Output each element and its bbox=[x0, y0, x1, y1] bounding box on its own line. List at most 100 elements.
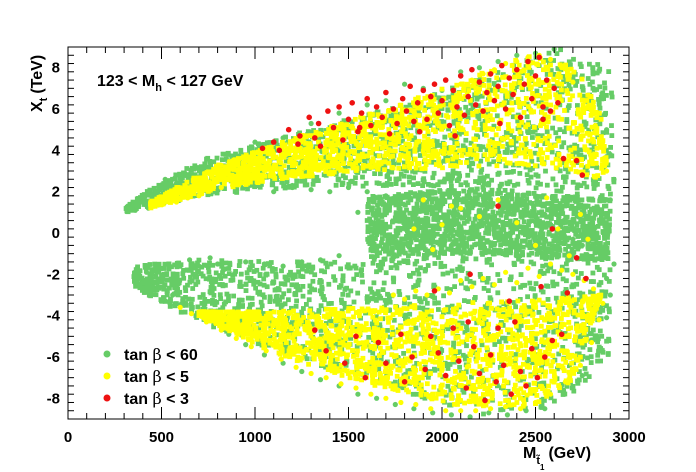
series-1-fill-point bbox=[587, 331, 593, 336]
series-1-fill-point bbox=[525, 212, 530, 218]
series-1-fill-point bbox=[226, 271, 232, 276]
series-1-fill-point bbox=[544, 72, 550, 77]
series-1-fill-point bbox=[523, 140, 529, 146]
series-1-fill-point bbox=[513, 352, 519, 357]
series-2-fill-point bbox=[293, 151, 298, 156]
series-1-fill-point bbox=[286, 164, 292, 170]
series-1-fill-point bbox=[227, 260, 233, 266]
series-1-fill-point bbox=[423, 105, 429, 111]
series-1-fill-point bbox=[286, 288, 292, 294]
series-2-fill-point bbox=[487, 96, 493, 102]
series-2-fill-point bbox=[517, 129, 523, 135]
series-2-fill-point bbox=[526, 65, 532, 70]
series-1-fill-point bbox=[462, 298, 467, 303]
series-1-fill-point bbox=[385, 291, 390, 297]
series-1-fill-point bbox=[443, 212, 449, 218]
series-1-fill-point bbox=[562, 218, 568, 223]
series-1-fill-point bbox=[518, 284, 523, 290]
series-1-fill-point bbox=[521, 228, 527, 234]
series-1-fill-point bbox=[436, 307, 441, 312]
series-1-fill-point bbox=[353, 175, 358, 180]
series-1-fill-point bbox=[362, 160, 368, 166]
series-1-fill-point bbox=[555, 90, 561, 95]
series-1-fill-point bbox=[439, 215, 444, 220]
series-1-fill-point bbox=[264, 284, 270, 290]
series-1-fill-point bbox=[515, 181, 521, 187]
series-1-fill-point bbox=[497, 278, 503, 283]
series-1-fill-point bbox=[451, 359, 457, 365]
series-1-fill-point bbox=[428, 182, 434, 188]
series-1-fill-point bbox=[472, 190, 478, 195]
series-1-fill-point bbox=[418, 233, 424, 239]
series-1-fill-point bbox=[465, 110, 471, 116]
series-1-fill-point bbox=[597, 250, 603, 255]
series-1-fill-point bbox=[539, 133, 545, 139]
series-1-fill-point bbox=[411, 343, 416, 349]
series-1-fill-point bbox=[606, 279, 612, 284]
series-1-fill-point bbox=[178, 177, 184, 183]
series-1-fill-point bbox=[528, 213, 534, 219]
series-1-fill-point bbox=[166, 266, 172, 272]
series-1-fill-point bbox=[286, 272, 292, 278]
series-2-fill-point bbox=[241, 161, 246, 167]
series-1-fill-point bbox=[484, 239, 490, 245]
series-1-fill-point bbox=[503, 163, 509, 169]
series-2-fill-point bbox=[540, 80, 546, 85]
series-1-fill-point bbox=[485, 201, 491, 207]
series-1-fill-point bbox=[600, 229, 606, 234]
series-1-fill-point bbox=[405, 228, 410, 234]
series-1-fill-point bbox=[468, 140, 474, 146]
series-1-fill-point bbox=[391, 317, 397, 323]
series-1-fill-point bbox=[200, 167, 206, 173]
series-2-fill-point bbox=[487, 138, 493, 144]
series-1-fill-point bbox=[517, 171, 523, 176]
series-1-fill-point bbox=[390, 275, 396, 281]
series-1-fill-point bbox=[434, 231, 440, 237]
series-1-fill-point bbox=[565, 228, 571, 234]
series-1-fill-point bbox=[387, 176, 392, 182]
series-1-fill-point bbox=[552, 115, 558, 121]
series-1-fill-point bbox=[215, 187, 221, 193]
series-1-fill-point bbox=[131, 274, 137, 279]
series-1-fill-point bbox=[189, 296, 195, 302]
series-1-fill-point bbox=[204, 156, 209, 162]
series-1-fill-point bbox=[198, 271, 204, 277]
series-1-fill-point bbox=[148, 289, 153, 294]
series-1-fill-point bbox=[211, 324, 216, 330]
series-1-fill-point bbox=[236, 263, 242, 268]
series-1-fill-point bbox=[460, 387, 466, 393]
series-1-fill-point bbox=[373, 215, 379, 221]
series-1-fill-point bbox=[319, 268, 324, 274]
series-1-fill-point bbox=[346, 181, 352, 187]
series-1-fill-point bbox=[587, 347, 593, 352]
series-1-fill-point bbox=[403, 316, 408, 322]
series-1-point bbox=[317, 377, 324, 383]
series-1-fill-point bbox=[553, 204, 559, 209]
series-1-fill-point bbox=[399, 216, 404, 222]
series-1-fill-point bbox=[591, 279, 596, 284]
series-1-fill-point bbox=[401, 210, 407, 216]
series-2-fill-point bbox=[362, 135, 368, 141]
series-1-fill-point bbox=[545, 328, 551, 334]
series-1-fill-point bbox=[437, 143, 442, 148]
series-1-fill-point bbox=[190, 172, 196, 178]
series-1-fill-point bbox=[267, 299, 273, 304]
series-1-fill-point bbox=[363, 180, 369, 186]
series-1-fill-point bbox=[514, 249, 519, 255]
series-2-fill-point bbox=[578, 123, 584, 129]
series-1-fill-point bbox=[238, 271, 244, 277]
series-1-fill-point bbox=[390, 329, 396, 334]
series-1-point bbox=[430, 230, 436, 236]
series-1-fill-point bbox=[485, 110, 491, 116]
series-1-fill-point bbox=[371, 256, 377, 262]
series-1-fill-point bbox=[467, 250, 472, 256]
series-2-fill-point bbox=[509, 100, 515, 106]
series-1-fill-point bbox=[553, 233, 559, 239]
series-1-fill-point bbox=[454, 107, 460, 113]
series-2-fill-point bbox=[403, 147, 409, 152]
series-1-point bbox=[383, 98, 389, 104]
series-2-fill-point bbox=[419, 166, 424, 172]
series-2-fill-point bbox=[347, 149, 353, 154]
series-1-fill-point bbox=[595, 256, 601, 262]
series-1-fill-point bbox=[400, 201, 406, 207]
